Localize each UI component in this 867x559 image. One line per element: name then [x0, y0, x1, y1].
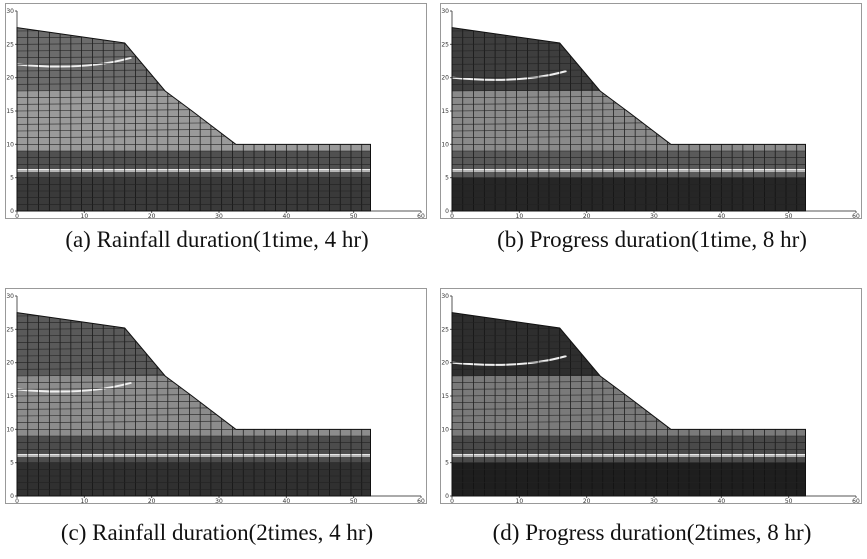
x-tick-label: 30 — [215, 498, 223, 504]
y-tick-label: 20 — [6, 360, 14, 367]
wet-front — [452, 355, 567, 366]
x-tick-label: 0 — [15, 213, 19, 219]
slope-outline — [451, 27, 806, 212]
x-tick-label: 30 — [215, 213, 223, 219]
x-tick-label: 0 — [450, 213, 454, 219]
x-tick-label: 30 — [650, 498, 658, 504]
x-tick-label: 0 — [450, 498, 454, 504]
x-tick-label: 60 — [417, 213, 425, 219]
wet-band — [452, 454, 806, 457]
y-tick-label: 15 — [441, 393, 449, 400]
wet-band — [17, 454, 371, 457]
mesh-panel: 0 10 20 30 40 50 60 0 5 10 15 20 25 30 — [440, 3, 862, 219]
x-tick-label: 40 — [718, 498, 726, 504]
y-tick-label: 10 — [6, 141, 14, 148]
y-tick-label: 25 — [6, 326, 14, 333]
slope-outline — [16, 27, 371, 212]
wet-front — [452, 70, 567, 81]
x-tick-label: 10 — [81, 213, 89, 219]
wet-band — [452, 169, 806, 172]
y-tick-label: 0 — [445, 493, 449, 500]
x-tick-label: 60 — [417, 498, 425, 504]
y-tick-label: 5 — [445, 460, 449, 467]
y-tick-label: 30 — [6, 8, 14, 15]
y-tick-label: 0 — [10, 208, 14, 215]
caption: (c) Rainfall duration(2times, 4 hr) — [60, 520, 374, 545]
y-tick-label: 0 — [10, 493, 14, 500]
y-tick-label: 20 — [6, 75, 14, 82]
y-tick-label: 15 — [6, 393, 14, 400]
mesh-panel: 0 10 20 30 40 50 60 0 5 10 15 20 25 30 — [440, 288, 862, 504]
x-tick-label: 60 — [852, 498, 860, 504]
x-tick-label: 20 — [583, 498, 591, 504]
x-tick-label: 10 — [81, 498, 89, 504]
x-tick-label: 20 — [148, 498, 156, 504]
wet-band — [17, 169, 371, 172]
y-tick-label: 0 — [445, 208, 449, 215]
y-tick-label: 30 — [441, 8, 449, 15]
y-tick-label: 5 — [445, 175, 449, 182]
mesh-panel: 0 10 20 30 40 50 60 0 5 10 15 20 25 30 — [5, 3, 427, 219]
x-tick-label: 50 — [785, 498, 793, 504]
caption: (a) Rainfall duration(1time, 4 hr) — [65, 227, 369, 252]
soil-base — [452, 462, 806, 496]
soil-base — [17, 177, 371, 211]
mesh-panel: 0 10 20 30 40 50 60 0 5 10 15 20 25 30 — [5, 288, 427, 504]
slope-outline — [451, 312, 806, 497]
x-tick-label: 50 — [785, 213, 793, 219]
x-tick-label: 30 — [650, 213, 658, 219]
y-tick-label: 30 — [441, 293, 449, 300]
y-tick-label: 15 — [6, 108, 14, 115]
y-tick-label: 5 — [10, 460, 14, 467]
x-tick-label: 50 — [350, 213, 358, 219]
x-tick-label: 50 — [350, 498, 358, 504]
wet-front — [17, 56, 132, 68]
y-tick-label: 25 — [441, 326, 449, 333]
y-tick-label: 25 — [6, 41, 14, 48]
x-tick-label: 10 — [516, 213, 524, 219]
caption: (d) Progress duration(2times, 8 hr) — [492, 520, 812, 545]
y-tick-label: 10 — [441, 426, 449, 433]
y-tick-label: 10 — [6, 426, 14, 433]
wet-front — [17, 381, 132, 393]
x-tick-label: 20 — [148, 213, 156, 219]
x-tick-label: 60 — [852, 213, 860, 219]
x-tick-label: 40 — [283, 498, 291, 504]
slope-outline — [16, 312, 371, 497]
soil-base — [452, 177, 806, 211]
y-tick-label: 30 — [6, 293, 14, 300]
soil-base — [17, 462, 371, 496]
x-tick-label: 20 — [583, 213, 591, 219]
caption: (b) Progress duration(1time, 8 hr) — [497, 227, 807, 252]
y-tick-label: 5 — [10, 175, 14, 182]
x-tick-label: 0 — [15, 498, 19, 504]
x-tick-label: 40 — [718, 213, 726, 219]
y-tick-label: 20 — [441, 360, 449, 367]
y-tick-label: 20 — [441, 75, 449, 82]
x-tick-label: 40 — [283, 213, 291, 219]
x-tick-label: 10 — [516, 498, 524, 504]
y-tick-label: 25 — [441, 41, 449, 48]
y-tick-label: 10 — [441, 141, 449, 148]
y-tick-label: 15 — [441, 108, 449, 115]
